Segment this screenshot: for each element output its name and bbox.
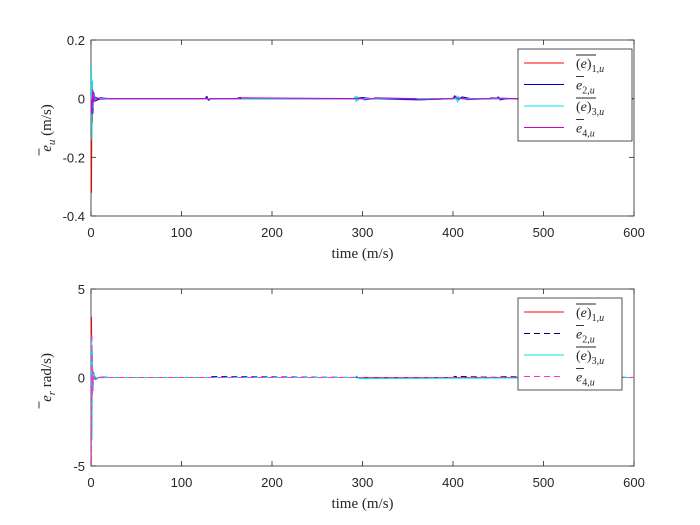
x-tick-label: 600 — [623, 475, 645, 490]
x-tick-label: 400 — [442, 225, 464, 240]
legend-label: e4,u — [576, 368, 595, 389]
series-line-4 — [91, 332, 634, 465]
y-axis-label: er rad/s) — [38, 353, 58, 409]
y-axis-label-text: eu (m/s) — [39, 104, 58, 152]
x-tick-label: 500 — [533, 475, 555, 490]
legend-text: e4,u — [576, 122, 595, 140]
legend-text: e2,u — [576, 79, 595, 97]
series-line-2 — [91, 355, 634, 393]
series-group — [91, 316, 634, 465]
x-tick-label: 200 — [261, 225, 283, 240]
legend-text: e2,u — [576, 328, 595, 346]
x-tick-label: 100 — [171, 475, 193, 490]
legend-label: e2,u — [576, 325, 595, 346]
series-group — [91, 65, 634, 194]
y-tick-label: 0 — [78, 371, 85, 386]
x-tick-label: 300 — [352, 225, 374, 240]
y-tick-label: -0.4 — [63, 209, 85, 224]
y-axis-label: eu (m/s) — [38, 104, 58, 156]
top-subplot: 0 100 200 300 400 500 600 -0.4 -0.2 0 0.2 time (m/s… — [38, 33, 645, 262]
y-tick-label: 5 — [78, 282, 85, 297]
legend-label: e2,u — [576, 76, 595, 97]
y-tick-label: -0.2 — [63, 150, 85, 165]
x-axis-label: time (m/s) — [331, 246, 393, 262]
x-axis-label: time (m/s) — [331, 496, 393, 512]
legend: (e)1,ue2,u(e)3,ue4,u — [517, 48, 633, 142]
legend-text: e4,u — [576, 371, 595, 389]
x-tick-label: 500 — [533, 225, 555, 240]
legend-box — [517, 48, 633, 142]
x-tick-label: 400 — [442, 475, 464, 490]
x-tick-label: 600 — [623, 225, 645, 240]
x-tick-label: 200 — [261, 475, 283, 490]
y-tick-label: 0.2 — [67, 33, 85, 48]
y-tick-label: -5 — [73, 459, 85, 474]
x-tick-label: 0 — [87, 475, 94, 490]
legend-box — [517, 297, 623, 391]
x-tick-label: 100 — [171, 225, 193, 240]
legend: (e)1,ue2,u(e)3,ue4,u — [517, 297, 623, 391]
series-line-4 — [91, 89, 634, 114]
y-axis-label-text: er rad/s) — [39, 353, 58, 402]
y-tick-label: 0 — [78, 92, 85, 107]
x-tick-label: 300 — [352, 475, 374, 490]
x-tick-label: 0 — [87, 225, 94, 240]
legend-label: e4,u — [576, 119, 595, 140]
